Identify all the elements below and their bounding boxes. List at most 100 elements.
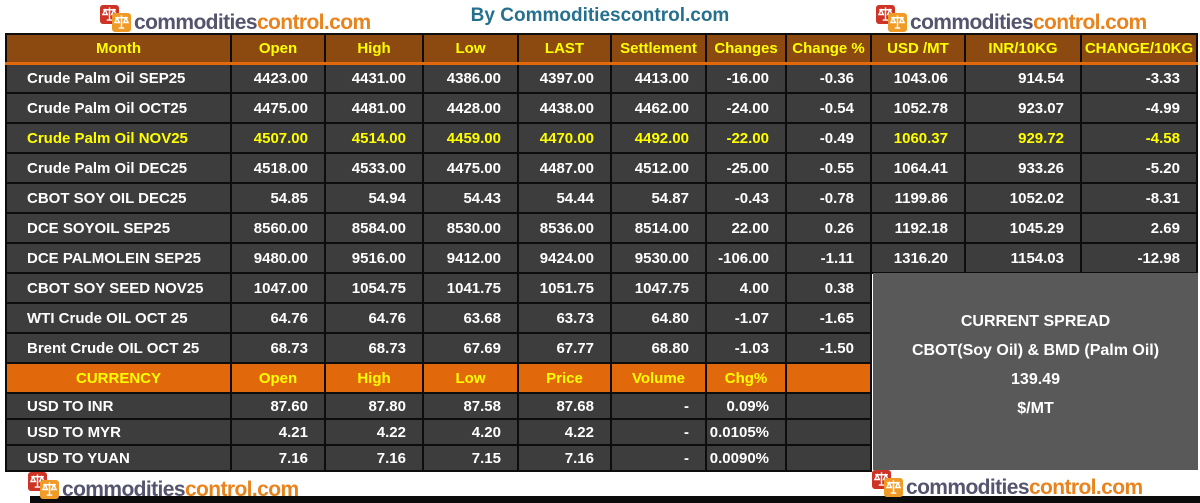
cell-open: 4.21 — [230, 418, 326, 446]
cell-low: 4386.00 — [422, 62, 519, 94]
futures-row: DCE PALMOLEIN SEP25 9480.00 9516.00 9412… — [5, 242, 1198, 274]
col-open: Open — [230, 33, 326, 65]
currency-blank-cell — [785, 444, 872, 472]
balance-scale-icon — [28, 471, 62, 502]
cell-low: 1041.75 — [422, 272, 519, 304]
cell-settlement: 4492.00 — [610, 122, 707, 154]
cell-change-10kg: -4.99 — [1080, 92, 1198, 124]
col-high: High — [324, 33, 424, 65]
futures-row: Crude Palm Oil SEP25 4423.00 4431.00 438… — [5, 62, 1198, 94]
cell-change-10kg: -3.33 — [1080, 62, 1198, 94]
cell-currency: USD TO YUAN — [5, 444, 232, 472]
cell-last: 9424.00 — [517, 242, 612, 274]
futures-and-currency-table: Month Open High Low LAST Settlement Chan… — [5, 33, 1198, 472]
cell-usd-mt: 1199.86 — [870, 182, 966, 214]
futures-row: DCE SOYOIL SEP25 8560.00 8584.00 8530.00… — [5, 212, 1198, 244]
futures-row: Crude Palm Oil OCT25 4475.00 4481.00 442… — [5, 92, 1198, 124]
logo-orange-square — [884, 478, 903, 497]
cell-change-10kg: -12.98 — [1080, 242, 1198, 274]
logo-orange-square — [40, 480, 59, 499]
cell-volume: - — [610, 418, 707, 446]
cell-low: 4475.00 — [422, 152, 519, 184]
cell-open: 9480.00 — [230, 242, 326, 274]
cell-last: 4470.00 — [517, 122, 612, 154]
cell-change-10kg: -4.58 — [1080, 122, 1198, 154]
cell-low: 87.58 — [422, 392, 519, 420]
cell-high: 4533.00 — [324, 152, 424, 184]
cell-open: 4423.00 — [230, 62, 326, 94]
bottom-divider-bar — [30, 496, 1200, 503]
cell-usd-mt: 1060.37 — [870, 122, 966, 154]
cell-low: 4459.00 — [422, 122, 519, 154]
cell-low: 67.69 — [422, 332, 519, 364]
cell-open: 68.73 — [230, 332, 326, 364]
cell-usd-mt: 1052.78 — [870, 92, 966, 124]
cell-usd-mt: 1316.20 — [870, 242, 966, 274]
currency-header-blank-cell — [785, 362, 872, 394]
cell-month: Crude Palm Oil DEC25 — [5, 152, 232, 184]
cell-last: 8536.00 — [517, 212, 612, 244]
currency-row: USD TO MYR 4.21 4.22 4.20 4.22 - 0.0105% — [5, 418, 1197, 446]
logo-top-left[interactable]: commoditiescontrol.com — [100, 2, 371, 35]
cell-inr-10kg: 1045.29 — [964, 212, 1082, 244]
cell-chg-pct: 0.0090% — [705, 444, 787, 472]
cell-volume: - — [610, 392, 707, 420]
cell-low: 4.20 — [422, 418, 519, 446]
cell-open: 4475.00 — [230, 92, 326, 124]
col-changes: Changes — [705, 33, 787, 65]
balance-scale-icon — [876, 4, 910, 35]
cell-changes: -22.00 — [705, 122, 787, 154]
cell-price: 4.22 — [517, 418, 612, 446]
cell-change-pct: -1.11 — [785, 242, 872, 274]
cell-month: WTI Crude OIL OCT 25 — [5, 302, 232, 334]
cell-last: 54.44 — [517, 182, 612, 214]
cell-change-pct: -0.36 — [785, 62, 872, 94]
cell-currency: USD TO MYR — [5, 418, 232, 446]
cell-change-pct: -0.78 — [785, 182, 872, 214]
cell-usd-mt: 1064.41 — [870, 152, 966, 184]
cell-open: 4518.00 — [230, 152, 326, 184]
cell-open: 8560.00 — [230, 212, 326, 244]
cell-high: 4514.00 — [324, 122, 424, 154]
cell-change-pct: -0.49 — [785, 122, 872, 154]
cell-month: CBOT SOY SEED NOV25 — [5, 272, 232, 304]
cell-last: 67.77 — [517, 332, 612, 364]
cell-changes: 22.00 — [705, 212, 787, 244]
cell-settlement: 4462.00 — [610, 92, 707, 124]
cell-last: 4397.00 — [517, 62, 612, 94]
cell-month: DCE SOYOIL SEP25 — [5, 212, 232, 244]
cell-changes: -1.03 — [705, 332, 787, 364]
logo-bottom-right[interactable]: commoditiescontrol.com — [872, 467, 1143, 500]
col-cur-low: Low — [422, 362, 519, 394]
futures-row: CBOT SOY OIL DEC25 54.85 54.94 54.43 54.… — [5, 182, 1198, 214]
cell-change-10kg: -8.31 — [1080, 182, 1198, 214]
cell-usd-mt: 1043.06 — [870, 62, 966, 94]
cell-settlement: 4413.00 — [610, 62, 707, 94]
cell-settlement: 54.87 — [610, 182, 707, 214]
futures-row: CBOT SOY SEED NOV25 1047.00 1054.75 1041… — [5, 272, 1197, 304]
cell-change-10kg: -5.20 — [1080, 152, 1198, 184]
cell-month: Crude Palm Oil NOV25 — [5, 122, 232, 154]
logo-wordmark: commoditiescontrol.com — [134, 11, 371, 34]
cell-volume: - — [610, 444, 707, 472]
cell-changes: -16.00 — [705, 62, 787, 94]
cell-month: CBOT SOY OIL DEC25 — [5, 182, 232, 214]
cell-changes: -24.00 — [705, 92, 787, 124]
cell-change-pct: -0.55 — [785, 152, 872, 184]
futures-row: Crude Palm Oil NOV25 4507.00 4514.00 445… — [5, 122, 1198, 154]
logo-bottom-left[interactable]: commoditiescontrol.com — [28, 469, 299, 502]
col-inr-10kg: INR/10KG — [964, 33, 1082, 65]
cell-settlement: 8514.00 — [610, 212, 707, 244]
logo-top-right[interactable]: commoditiescontrol.com — [876, 2, 1147, 35]
cell-low: 7.15 — [422, 444, 519, 472]
col-currency: CURRENCY — [5, 362, 232, 394]
cell-settlement: 4512.00 — [610, 152, 707, 184]
logo-orange-square — [112, 13, 131, 32]
cell-low: 9412.00 — [422, 242, 519, 274]
col-settlement: Settlement — [610, 33, 707, 65]
cell-change-pct: 0.26 — [785, 212, 872, 244]
col-cur-high: High — [324, 362, 424, 394]
col-month: Month — [5, 33, 232, 65]
cell-chg-pct: 0.09% — [705, 392, 787, 420]
col-cur-volume: Volume — [610, 362, 707, 394]
